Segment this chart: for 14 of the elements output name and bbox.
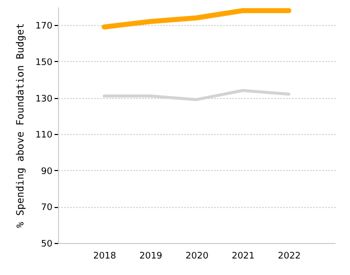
- y-tick-label: 170: [35, 22, 53, 32]
- y-tick-label: 130: [35, 94, 53, 104]
- x-tick-label: 2018: [93, 252, 116, 262]
- x-tick-label: 2019: [139, 252, 163, 262]
- line-series: [102, 89, 290, 102]
- x-tick-label: 2022: [278, 252, 301, 262]
- y-tick-label: 90: [41, 166, 53, 177]
- x-tick-label: 2020: [186, 252, 209, 262]
- y-tick-label: 110: [35, 130, 53, 141]
- y-tick-label: 150: [35, 58, 53, 68]
- y-tick-label: 70: [41, 203, 53, 214]
- y-axis-title: % Spending above Foundation Budget: [15, 23, 26, 228]
- x-tick-label: 2021: [232, 252, 255, 262]
- y-tick-label: 50: [41, 240, 53, 250]
